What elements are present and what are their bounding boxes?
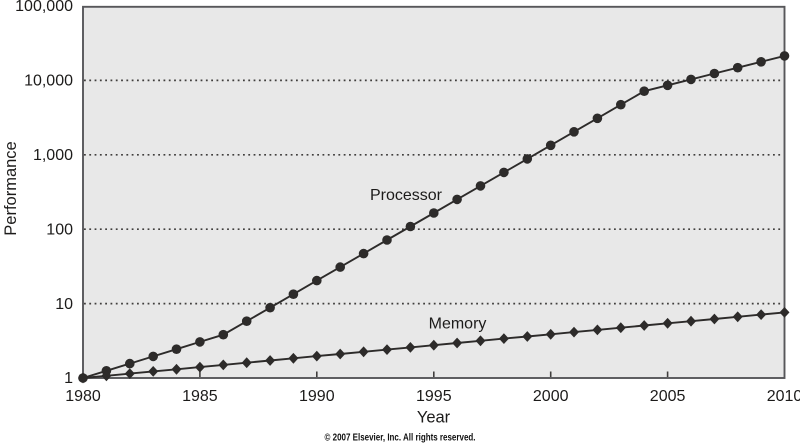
svg-text:Processor: Processor bbox=[370, 187, 443, 204]
svg-text:© 2007 Elsevier, Inc. All righ: © 2007 Elsevier, Inc. All rights reserve… bbox=[325, 432, 476, 444]
svg-text:1985: 1985 bbox=[182, 388, 218, 405]
svg-text:1980: 1980 bbox=[65, 388, 101, 405]
svg-text:Year: Year bbox=[417, 409, 451, 427]
svg-text:2005: 2005 bbox=[650, 388, 686, 405]
svg-text:100,000: 100,000 bbox=[15, 0, 73, 15]
svg-text:1,000: 1,000 bbox=[33, 147, 73, 164]
svg-text:1995: 1995 bbox=[416, 388, 452, 405]
svg-text:Memory: Memory bbox=[429, 316, 487, 333]
svg-text:10,000: 10,000 bbox=[24, 73, 73, 90]
svg-text:2010: 2010 bbox=[767, 388, 800, 405]
svg-text:Performance: Performance bbox=[2, 141, 20, 235]
svg-text:10: 10 bbox=[55, 296, 73, 313]
svg-text:1990: 1990 bbox=[299, 388, 335, 405]
svg-text:2000: 2000 bbox=[533, 388, 569, 405]
svg-text:100: 100 bbox=[46, 221, 73, 238]
svg-text:1: 1 bbox=[64, 370, 73, 387]
